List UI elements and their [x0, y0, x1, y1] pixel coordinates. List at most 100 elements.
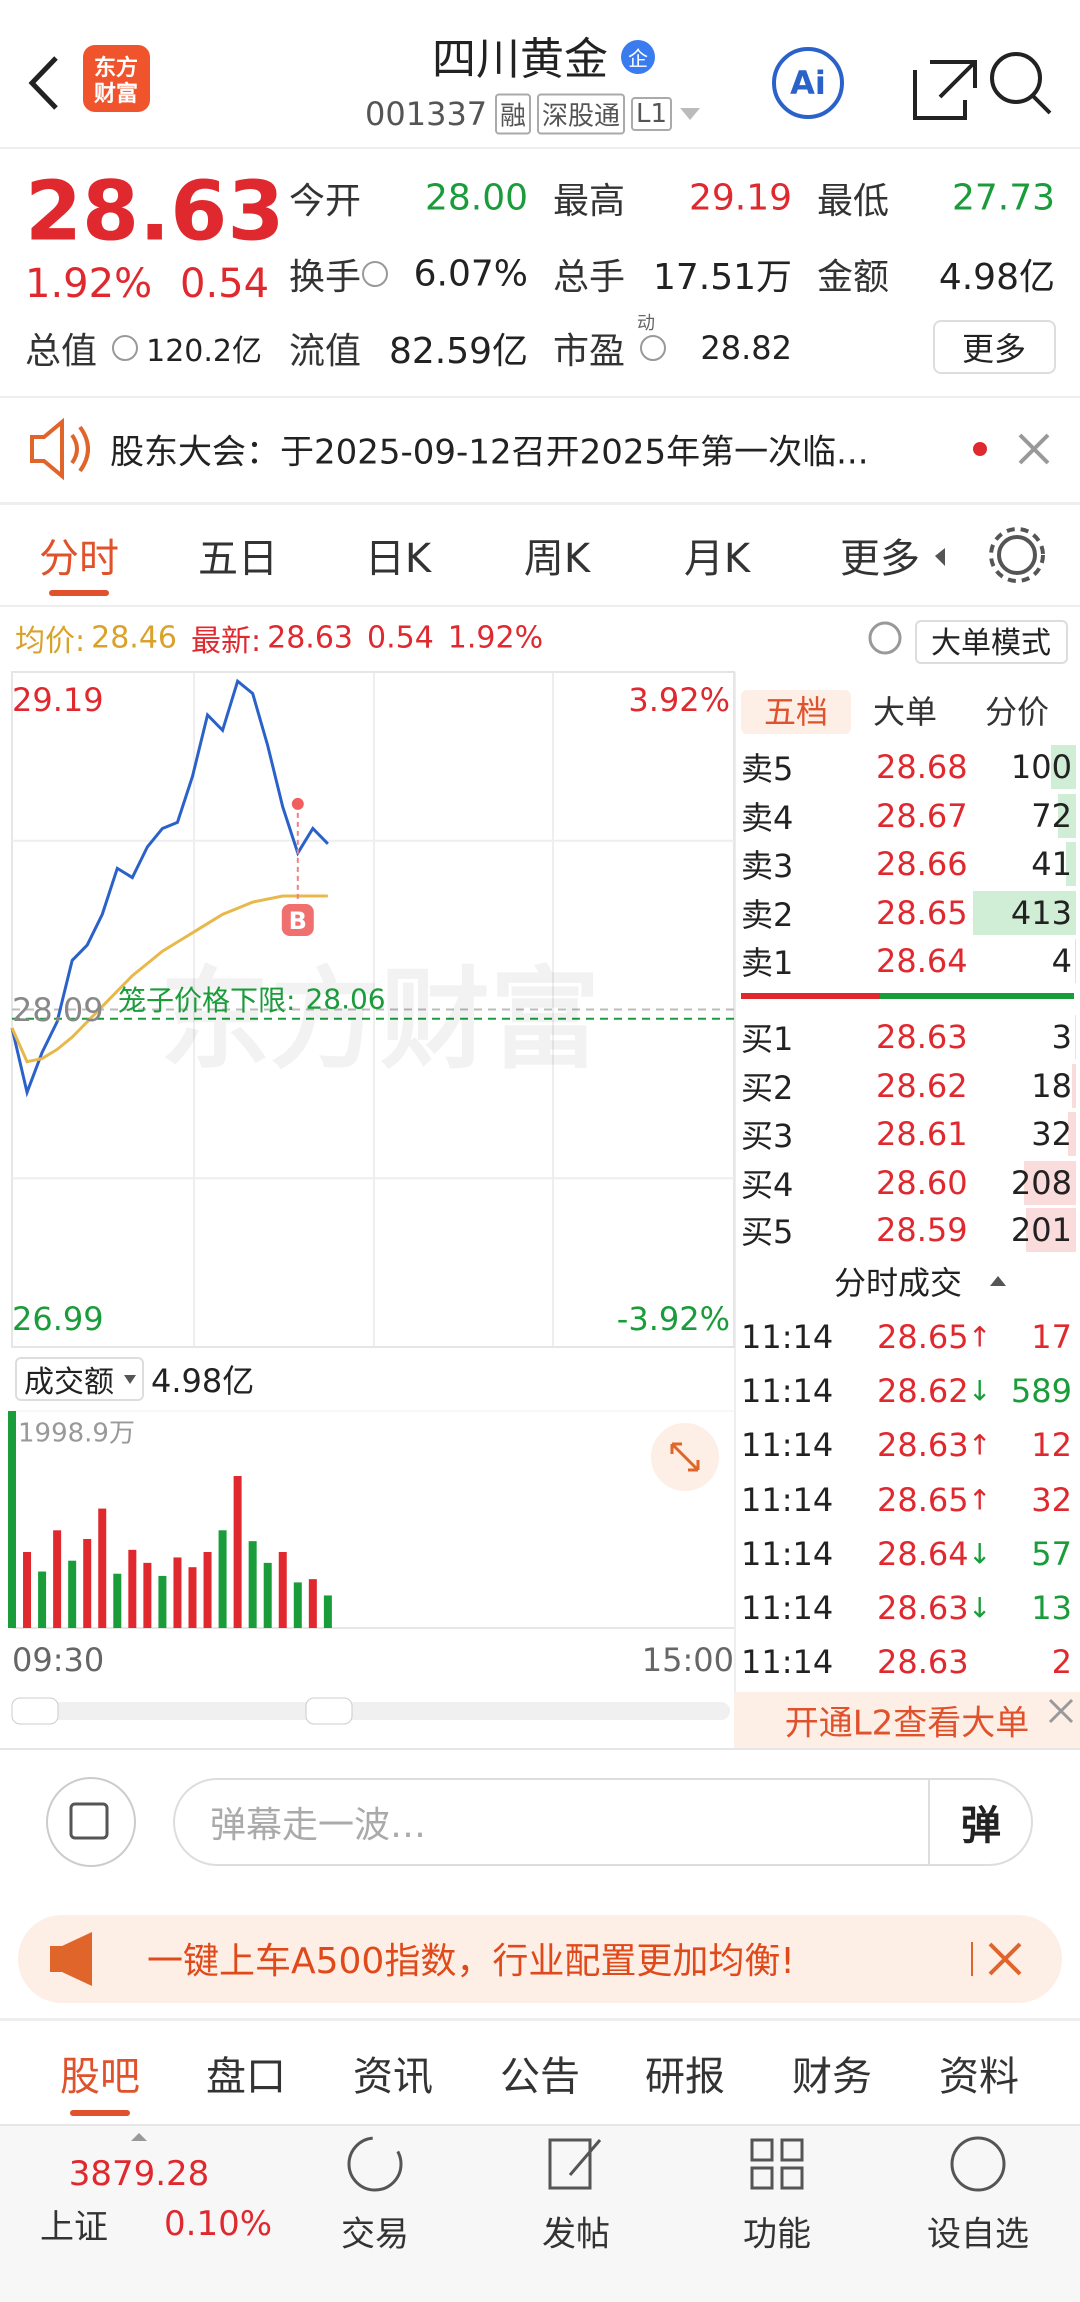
logo[interactable] [83, 45, 150, 112]
share-icon[interactable] [913, 60, 977, 120]
trade-volume: 17 [1031, 1318, 1072, 1356]
volume-bar [972, 891, 1076, 935]
price-line [10, 678, 329, 1098]
danmu-button[interactable]: 弹 [961, 1803, 1001, 1849]
book-price: 28.66 [876, 845, 968, 883]
function-icon[interactable] [750, 2138, 804, 2190]
index-value: 3879.28 [68, 2154, 210, 2194]
ai-icon[interactable] [772, 47, 844, 119]
volume-bar [1071, 1064, 1076, 1108]
trade-time: 11:14 [741, 1426, 834, 1464]
book-tab[interactable]: 五档 [763, 693, 829, 731]
collapse-icon[interactable] [990, 1276, 1006, 1286]
y-tick-label: 28.09 [12, 990, 104, 1029]
ad-text[interactable]: 一键上车A500指数，行业配置更加均衡! [147, 1941, 795, 1982]
nav-label[interactable]: 设自选 [927, 2214, 1029, 2255]
trade-dir: ↑ [968, 1483, 992, 1517]
settings-icon[interactable] [997, 535, 1037, 575]
book-tab[interactable]: 大单 [872, 693, 938, 731]
annotation-value: 28.06 [305, 982, 386, 1016]
chart-tab[interactable]: 日K [364, 536, 432, 582]
help-icon[interactable] [868, 621, 902, 655]
l2-banner[interactable] [734, 1692, 1080, 1748]
bottom-tab[interactable]: 盘口 [206, 2054, 286, 2100]
book-price: 28.65 [876, 894, 968, 932]
chart-tab[interactable]: 周K [523, 536, 591, 582]
bottom-tab[interactable]: 研报 [645, 2054, 725, 2100]
trade-dir: ↑ [968, 1428, 992, 1462]
info-text: 最新: [191, 624, 262, 659]
l2-text[interactable]: 开通L2查看大单 [784, 1703, 1030, 1744]
close-icon[interactable] [988, 1942, 1022, 1976]
volume-selector[interactable] [15, 1357, 144, 1401]
badge [621, 40, 655, 74]
post-icon[interactable] [548, 2138, 602, 2190]
y2-tick-label: -3.92% [616, 1300, 730, 1338]
book-volume: 201 [1010, 1211, 1072, 1249]
comment-placeholder[interactable]: 弹幕走一波… [210, 1805, 427, 1846]
slider-track[interactable] [12, 1702, 730, 1720]
chart-tab[interactable]: 分时 [39, 536, 119, 582]
nav-label[interactable]: 发帖 [542, 2214, 610, 2255]
bottom-tab[interactable]: 资讯 [353, 2054, 433, 2100]
volume-bar [98, 1508, 107, 1628]
volume-bar [188, 1567, 197, 1628]
bottom-tab[interactable]: 财务 [792, 2054, 872, 2100]
volume-bar [128, 1549, 137, 1628]
volume-bar [1068, 1112, 1076, 1156]
chart-tab[interactable]: 更多 [840, 536, 920, 582]
back-icon[interactable] [28, 56, 58, 110]
unread-dot [973, 442, 987, 456]
book-price: 28.68 [876, 748, 968, 786]
volume-bar [263, 1562, 272, 1628]
info-text: 28.63 [267, 620, 353, 656]
trade-price: 28.63 [877, 1589, 969, 1627]
bottom-tab[interactable]: 公告 [500, 2054, 580, 2100]
book-volume: 100 [1010, 748, 1072, 786]
slider-handle[interactable] [305, 1697, 353, 1725]
stat-label: 总值 [25, 331, 98, 372]
stat-label: 总手 [553, 257, 626, 298]
chart-tab[interactable]: 月K [683, 536, 751, 582]
y2-tick-label: 3.92% [628, 681, 730, 719]
stat-label: 今开 [289, 181, 362, 222]
book-label: 买5 [741, 1213, 794, 1251]
book-tab[interactable]: 分价 [984, 693, 1050, 731]
trade-price: 28.63 [877, 1643, 969, 1681]
trade-dir: ↓ [968, 1591, 992, 1625]
mode-button[interactable] [915, 620, 1068, 664]
volume-bar [173, 1557, 182, 1628]
more-label[interactable]: 更多 [961, 330, 1027, 368]
slider-handle[interactable] [11, 1697, 59, 1725]
watermark: 东方财富 [160, 956, 600, 1084]
comment-input[interactable] [173, 1778, 1033, 1866]
trade-icon[interactable] [347, 2136, 403, 2192]
volume-bar [53, 1530, 62, 1628]
tab-highlight [741, 690, 851, 734]
trade-dir: ↓ [968, 1537, 992, 1571]
danmu-toggle[interactable] [46, 1777, 136, 1867]
notice-text[interactable]: 股东大会：于2025-09-12召开2025年第一次临... [110, 432, 869, 473]
y-tick-label: 29.19 [12, 681, 104, 719]
stat-value: 28.82 [700, 329, 792, 367]
search-icon[interactable] [990, 52, 1042, 104]
more-button[interactable] [933, 320, 1056, 374]
nav-label[interactable]: 功能 [743, 2214, 811, 2255]
stat-label: 金额 [817, 257, 890, 298]
watch-icon[interactable] [950, 2136, 1006, 2192]
trade-volume: 57 [1031, 1535, 1072, 1573]
chart-tab[interactable]: 五日 [198, 536, 278, 582]
stat-label: 换手 [289, 257, 362, 298]
ai-label[interactable]: Ai [790, 64, 826, 102]
ad-banner[interactable] [18, 1915, 1062, 2003]
bottom-tab[interactable]: 股吧 [60, 2054, 140, 2100]
nav-label[interactable]: 交易 [341, 2214, 409, 2255]
bottom-tab[interactable]: 资料 [939, 2054, 1019, 2100]
mode-label[interactable]: 大单模式 [931, 626, 1051, 661]
divider [928, 1780, 930, 1864]
badge-text: 企 [628, 46, 648, 71]
caret-icon [131, 2133, 147, 2141]
book-price: 28.63 [876, 1018, 968, 1056]
close-icon[interactable] [1018, 433, 1050, 465]
close-icon[interactable] [1048, 1698, 1074, 1724]
